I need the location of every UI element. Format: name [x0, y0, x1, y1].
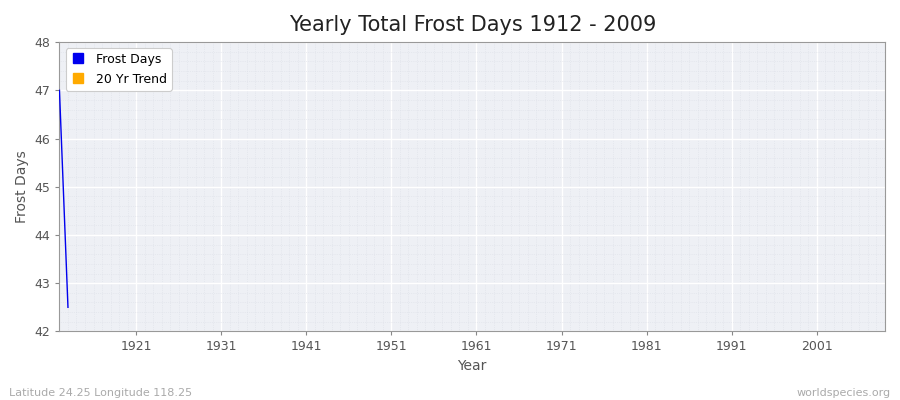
- Text: Latitude 24.25 Longitude 118.25: Latitude 24.25 Longitude 118.25: [9, 388, 192, 398]
- Legend: Frost Days, 20 Yr Trend: Frost Days, 20 Yr Trend: [66, 48, 172, 91]
- Y-axis label: Frost Days: Frost Days: [15, 150, 29, 223]
- Line: Frost Days: Frost Days: [59, 90, 68, 307]
- Frost Days: [63, 305, 74, 310]
- X-axis label: Year: Year: [457, 359, 487, 373]
- Title: Yearly Total Frost Days 1912 - 2009: Yearly Total Frost Days 1912 - 2009: [289, 15, 656, 35]
- Frost Days: [54, 88, 65, 93]
- Text: worldspecies.org: worldspecies.org: [796, 388, 891, 398]
